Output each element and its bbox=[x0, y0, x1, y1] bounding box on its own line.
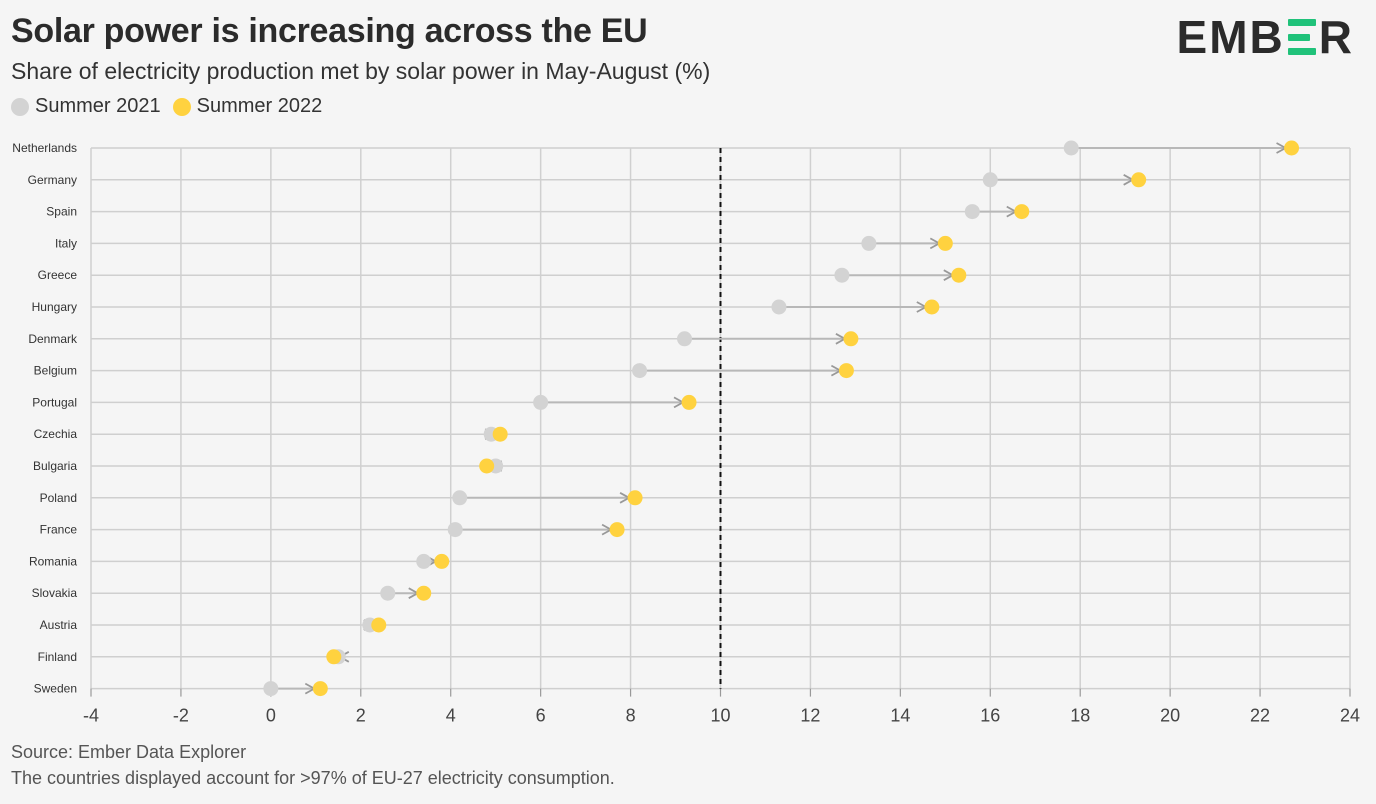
point-2022 bbox=[1014, 204, 1030, 220]
legend-item-2021: Summer 2021 bbox=[11, 95, 161, 118]
y-category-label: Slovakia bbox=[32, 586, 78, 600]
logo-e-glyph bbox=[1287, 19, 1316, 55]
point-2021 bbox=[982, 172, 998, 188]
point-2022 bbox=[937, 235, 953, 251]
point-2022 bbox=[681, 394, 697, 410]
legend: Summer 2021 Summer 2022 bbox=[11, 95, 334, 118]
source-note: Source: Ember Data Explorer bbox=[11, 742, 247, 762]
dumbbell-chart: -4 -2 0 2 4 6 8 10 12 14 16 18 20 22 24NetherlandsGerm… bbox=[12, 140, 1360, 726]
point-2021 bbox=[533, 394, 549, 410]
x-tick-label: 6 bbox=[536, 706, 546, 726]
chart-subtitle: Share of electricity production met by s… bbox=[11, 58, 711, 84]
point-2021 bbox=[834, 267, 850, 283]
point-2021 bbox=[1063, 140, 1079, 156]
point-2022 bbox=[924, 299, 940, 315]
y-category-label: Belgium bbox=[34, 364, 77, 378]
y-category-label: Finland bbox=[38, 650, 77, 664]
y-category-label: Bulgaria bbox=[33, 459, 77, 473]
point-2022 bbox=[326, 649, 342, 665]
legend-marker-2022 bbox=[172, 97, 191, 116]
point-2022 bbox=[492, 426, 508, 442]
point-2022 bbox=[951, 267, 967, 283]
y-category-label: Greece bbox=[38, 268, 78, 282]
x-tick-label: -2 bbox=[173, 706, 189, 726]
x-tick-label: 2 bbox=[356, 706, 366, 726]
point-2021 bbox=[771, 299, 787, 315]
ember-logo: EMB R bbox=[1176, 11, 1354, 63]
point-2021 bbox=[861, 235, 877, 251]
y-category-label: Spain bbox=[46, 205, 77, 219]
point-2022 bbox=[434, 553, 450, 569]
legend-label-2021: Summer 2021 bbox=[35, 95, 161, 117]
y-category-label: Italy bbox=[55, 236, 77, 250]
point-2022 bbox=[627, 490, 643, 506]
point-2021 bbox=[380, 585, 396, 601]
point-2022 bbox=[1284, 140, 1300, 156]
point-2022 bbox=[843, 331, 859, 347]
footnote: The countries displayed account for >97%… bbox=[11, 768, 615, 788]
x-tick-label: 10 bbox=[710, 706, 730, 726]
legend-marker-2021 bbox=[11, 97, 29, 116]
point-2021 bbox=[452, 490, 468, 506]
chart-title: Solar power is increasing across the EU bbox=[11, 12, 648, 50]
point-2021 bbox=[263, 681, 279, 697]
x-tick-label: 18 bbox=[1070, 706, 1090, 726]
x-tick-label: 16 bbox=[980, 706, 1000, 726]
legend-item-2022: Summer 2022 bbox=[172, 95, 323, 118]
y-category-label: Germany bbox=[28, 173, 77, 187]
point-2021 bbox=[964, 204, 980, 220]
x-tick-label: 8 bbox=[626, 706, 636, 726]
y-category-label: Netherlands bbox=[12, 141, 77, 155]
point-2022 bbox=[838, 363, 854, 379]
x-tick-label: 22 bbox=[1250, 706, 1270, 726]
x-tick-label: 14 bbox=[890, 706, 910, 726]
y-category-label: Portugal bbox=[32, 395, 77, 409]
point-2021 bbox=[447, 522, 463, 538]
point-2021 bbox=[677, 331, 693, 347]
x-tick-label: 0 bbox=[266, 706, 276, 726]
point-2022 bbox=[479, 458, 495, 474]
point-2021 bbox=[416, 553, 432, 569]
point-2022 bbox=[312, 681, 328, 697]
point-2022 bbox=[416, 585, 432, 601]
point-2021 bbox=[632, 363, 648, 379]
y-category-label: Poland bbox=[40, 491, 77, 505]
y-category-label: Sweden bbox=[34, 682, 77, 696]
x-tick-label: -4 bbox=[83, 706, 99, 726]
point-2022 bbox=[371, 617, 387, 633]
point-2022 bbox=[1131, 172, 1147, 188]
y-category-label: Romania bbox=[29, 554, 77, 568]
x-tick-label: 12 bbox=[800, 706, 820, 726]
point-2022 bbox=[609, 522, 625, 538]
x-tick-label: 4 bbox=[446, 706, 456, 726]
y-category-label: Austria bbox=[40, 618, 78, 632]
legend-label-2022: Summer 2022 bbox=[196, 95, 323, 117]
y-category-label: Czechia bbox=[34, 427, 78, 441]
x-tick-label: 20 bbox=[1160, 706, 1180, 726]
y-category-label: France bbox=[40, 523, 78, 537]
y-category-label: Denmark bbox=[28, 332, 78, 346]
x-tick-label: 24 bbox=[1340, 706, 1360, 726]
y-category-label: Hungary bbox=[32, 300, 77, 314]
